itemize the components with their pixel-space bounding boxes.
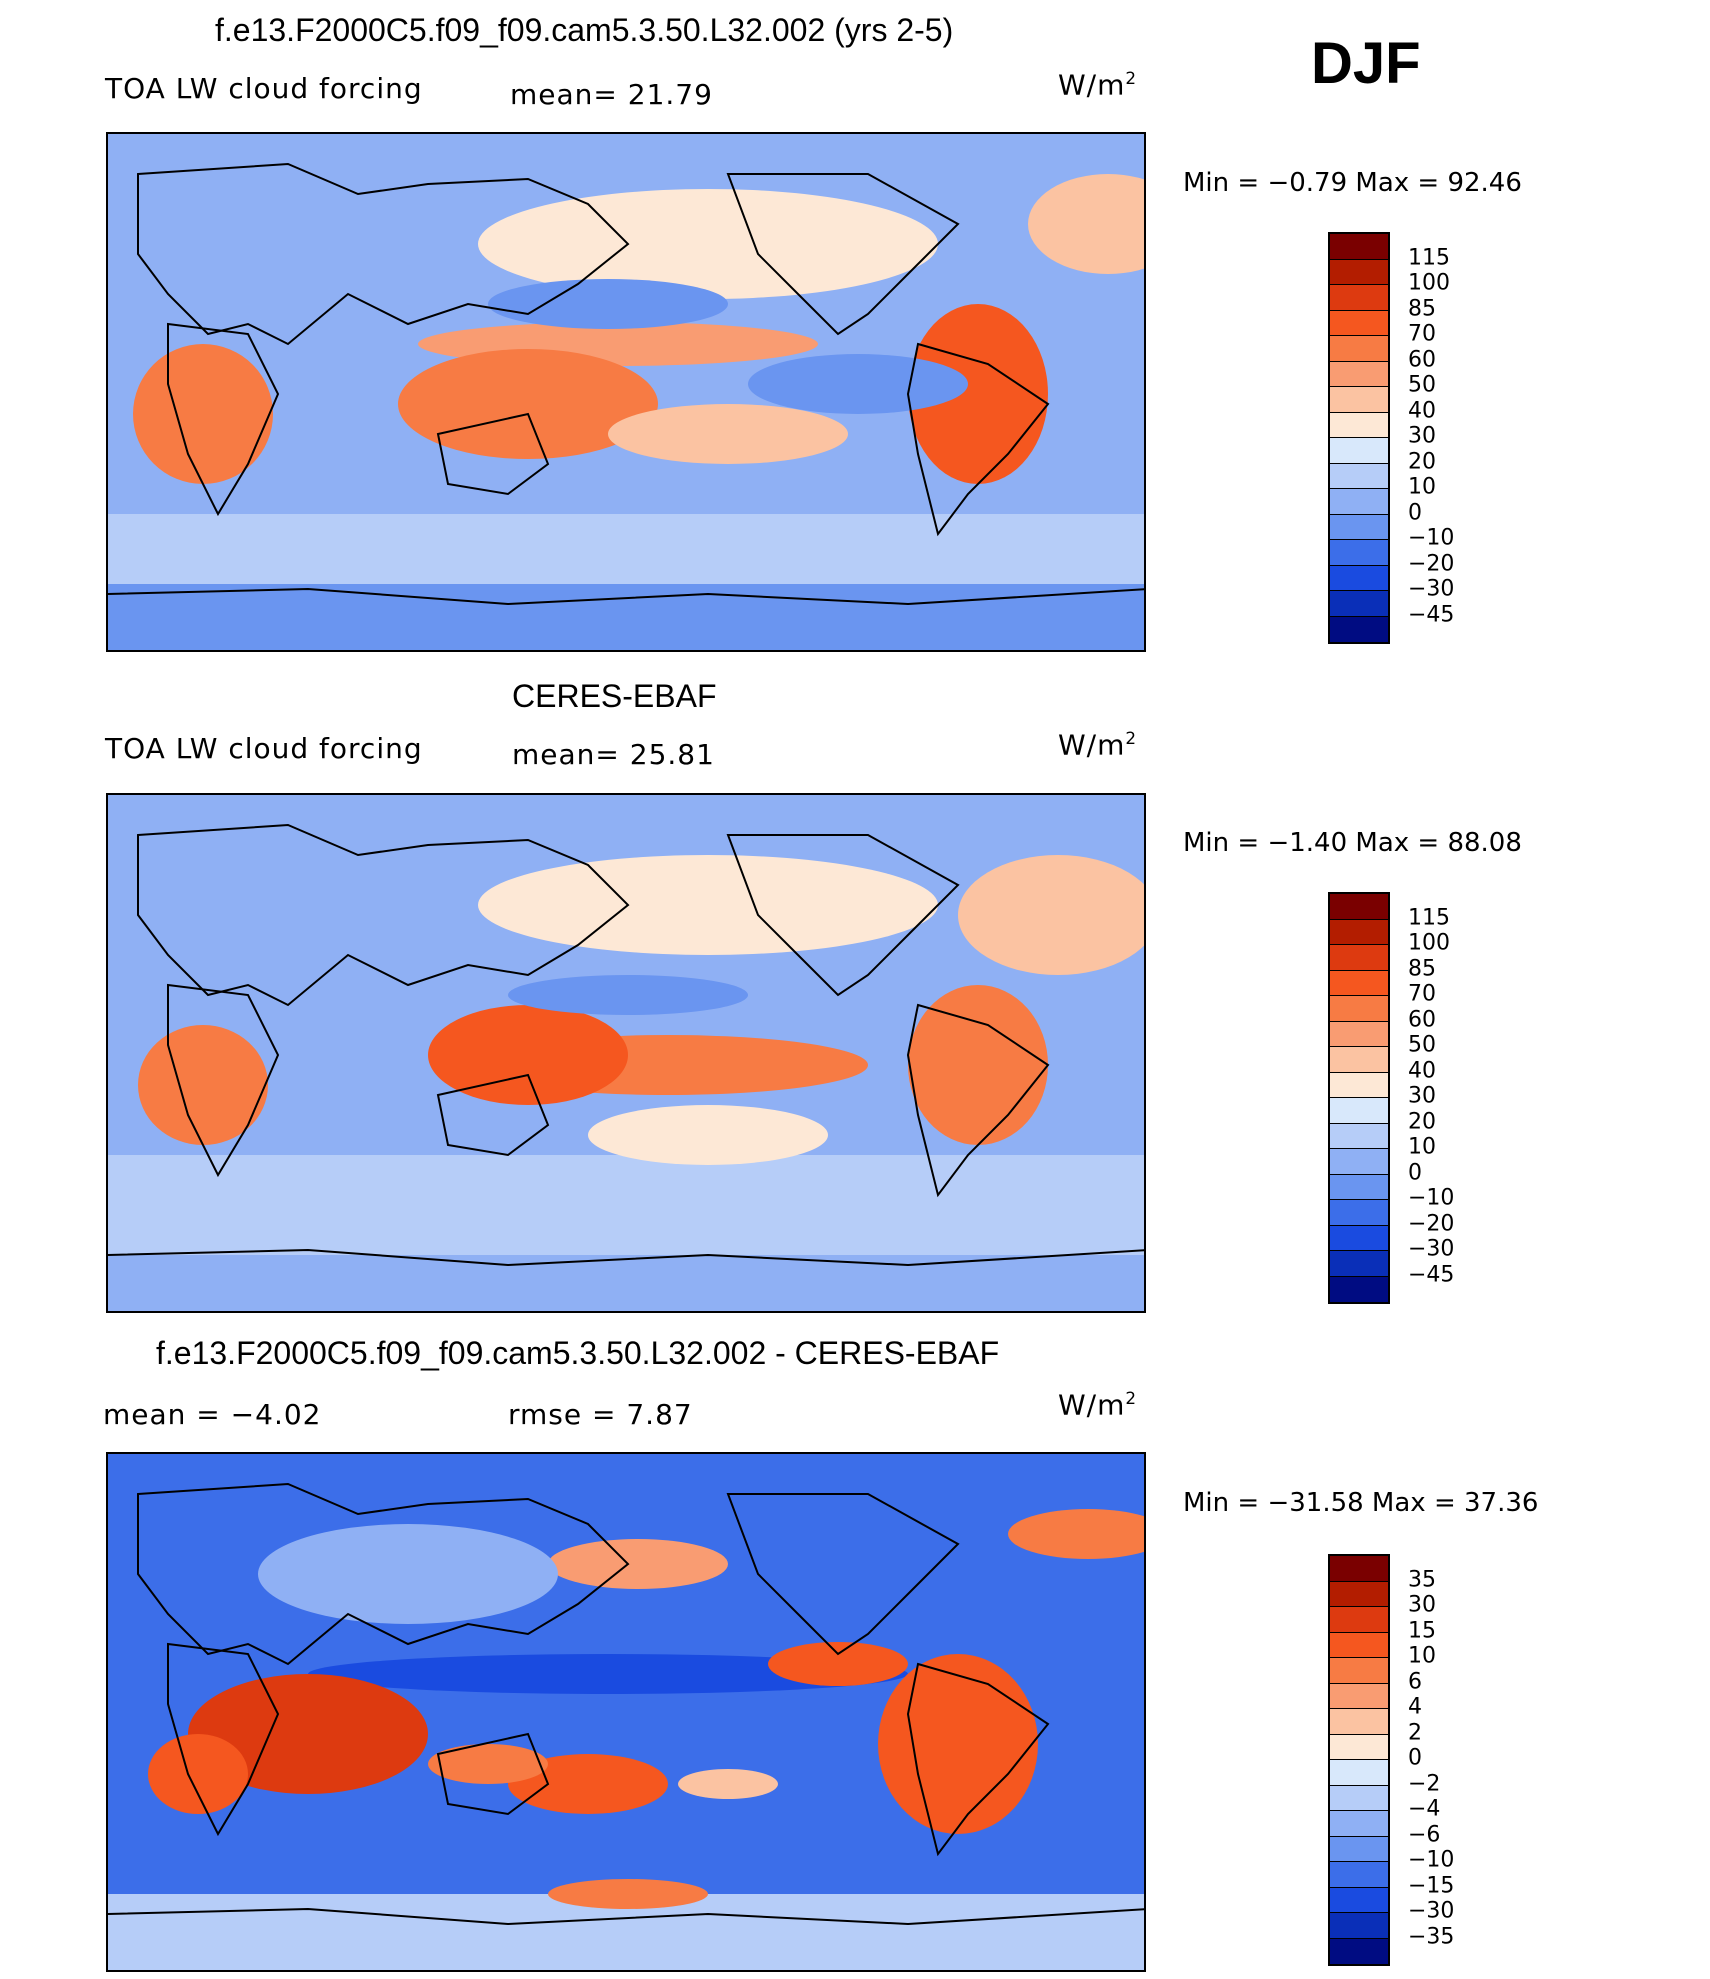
panel1-units: W/m2 [1058,68,1138,102]
panel1-cbar-label: 60 [1408,347,1436,373]
panel3-cbar-label: 4 [1408,1694,1422,1720]
panel3-cbar-label: −2 [1408,1771,1441,1797]
panel1-mean: mean= 21.79 [510,78,713,111]
panel3-cbar-label: −30 [1408,1898,1455,1924]
panel3-rmse: rmse = 7.87 [508,1398,693,1431]
panel3-colorbar [1328,1554,1390,1966]
panel2-cbar-label: 50 [1408,1032,1436,1058]
panel1-cbar-label: 40 [1408,398,1436,424]
panel1-cbar-label: −45 [1408,602,1455,628]
panel1-cbar-label: 100 [1408,270,1450,296]
panel1-cbar-label: 70 [1408,321,1436,347]
panel2-cbar-label: −30 [1408,1236,1455,1262]
panel3-cbar-label: −6 [1408,1822,1441,1848]
panel2-cbar-label: 10 [1408,1134,1436,1160]
panel1-map [106,132,1146,652]
panel1-cbar-label: 0 [1408,500,1422,526]
panel3-cbar-label: 10 [1408,1643,1436,1669]
panel2-cbar-label: 115 [1408,905,1450,931]
panel1-variable-label: TOA LW cloud forcing [105,72,423,105]
panel2-cbar-label: −10 [1408,1185,1455,1211]
panel1-cbar-label: −20 [1408,551,1455,577]
panel2-mean: mean= 25.81 [512,738,715,771]
panel3-cbar-label: 30 [1408,1592,1436,1618]
panel3-title: f.e13.F2000C5.f09_f09.cam5.3.50.L32.002 … [156,1335,1000,1371]
panel3-cbar-label: 0 [1408,1745,1422,1771]
panel1-cbar-label: 30 [1408,423,1436,449]
panel2-variable-label: TOA LW cloud forcing [105,732,423,765]
panel3-map [106,1452,1146,1972]
panel3-units: W/m2 [1058,1388,1138,1422]
panel3-cbar-label: 15 [1408,1618,1436,1644]
panel2-cbar-label: 70 [1408,981,1436,1007]
panel2-cbar-label: −20 [1408,1211,1455,1237]
panel1-colorbar [1328,232,1390,644]
panel3-minmax: Min = −31.58 Max = 37.36 [1183,1488,1539,1518]
panel3-cbar-label: −15 [1408,1873,1455,1899]
panel1-cbar-label: 85 [1408,296,1436,322]
panel1-cbar-label: 10 [1408,474,1436,500]
panel3-mean: mean = −4.02 [103,1398,322,1431]
panel2-cbar-label: 100 [1408,930,1450,956]
panel3-cbar-label: −35 [1408,1924,1455,1950]
season-label: DJF [1311,31,1421,96]
panel3-cbar-label: 35 [1408,1567,1436,1593]
panel3-cbar-label: 2 [1408,1720,1422,1746]
panel2-cbar-label: −45 [1408,1262,1455,1288]
panel1-title: f.e13.F2000C5.f09_f09.cam5.3.50.L32.002 … [215,12,954,48]
panel3-cbar-label: 6 [1408,1669,1422,1695]
panel3-cbar-label: −10 [1408,1847,1455,1873]
panel2-colorbar [1328,892,1390,1304]
panel2-cbar-label: 30 [1408,1083,1436,1109]
panel1-minmax: Min = −0.79 Max = 92.46 [1183,168,1522,198]
panel2-cbar-label: 0 [1408,1160,1422,1186]
panel3-cbar-label: −4 [1408,1796,1441,1822]
panel2-cbar-label: 20 [1408,1109,1436,1135]
panel2-cbar-label: 60 [1408,1007,1436,1033]
panel1-cbar-label: 115 [1408,245,1450,271]
panel1-cbar-label: 20 [1408,449,1436,475]
panel2-units: W/m2 [1058,728,1138,762]
panel1-cbar-label: 50 [1408,372,1436,398]
panel2-minmax: Min = −1.40 Max = 88.08 [1183,828,1522,858]
panel2-title: CERES-EBAF [512,678,717,714]
panel2-cbar-label: 85 [1408,956,1436,982]
panel2-map [106,793,1146,1313]
panel1-cbar-label: −10 [1408,525,1455,551]
panel1-cbar-label: −30 [1408,576,1455,602]
panel2-cbar-label: 40 [1408,1058,1436,1084]
